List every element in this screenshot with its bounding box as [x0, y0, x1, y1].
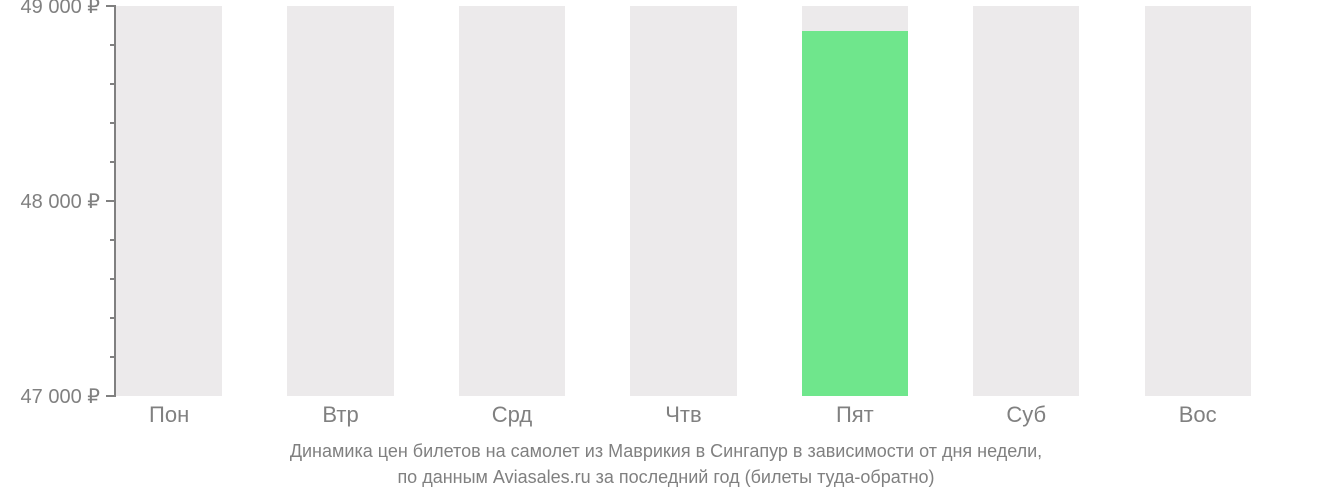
x-tick-label: Втр — [322, 402, 358, 428]
bars-container — [116, 6, 1316, 396]
chart-caption: Динамика цен билетов на самолет из Маври… — [0, 438, 1332, 490]
chart-column — [459, 6, 565, 396]
x-tick-label: Пят — [836, 402, 874, 428]
caption-line-1: Динамика цен билетов на самолет из Маври… — [0, 438, 1332, 464]
y-axis: 47 000 ₽48 000 ₽49 000 ₽ — [0, 6, 116, 396]
chart-column — [1145, 6, 1251, 396]
column-background — [116, 6, 222, 396]
x-tick-label: Чтв — [665, 402, 701, 428]
chart-column — [973, 6, 1079, 396]
x-tick-label: Пон — [149, 402, 189, 428]
x-axis-labels: Пон Втр Срд Чтв Пят Суб Вос — [116, 402, 1316, 430]
y-tick-label: 47 000 ₽ — [21, 384, 100, 409]
column-background — [287, 6, 393, 396]
plot-area — [116, 6, 1316, 396]
y-tick-label: 49 000 ₽ — [21, 0, 100, 19]
caption-line-2: по данным Aviasales.ru за последний год … — [0, 464, 1332, 490]
chart-column — [287, 6, 393, 396]
column-background — [459, 6, 565, 396]
x-tick-label: Суб — [1006, 402, 1046, 428]
chart-column — [116, 6, 222, 396]
x-tick-label: Вос — [1179, 402, 1217, 428]
data-bar — [802, 31, 908, 396]
y-tick-mark — [106, 5, 116, 7]
column-background — [630, 6, 736, 396]
y-tick-mark — [106, 200, 116, 202]
column-background — [1145, 6, 1251, 396]
x-tick-label: Срд — [492, 402, 532, 428]
chart-column — [630, 6, 736, 396]
chart-column — [802, 6, 908, 396]
y-tick-label: 48 000 ₽ — [21, 189, 100, 214]
price-by-weekday-chart: 47 000 ₽48 000 ₽49 000 ₽ ПонВтрСрдЧтвПят… — [0, 0, 1332, 502]
y-tick-mark — [106, 395, 116, 397]
column-background — [973, 6, 1079, 396]
